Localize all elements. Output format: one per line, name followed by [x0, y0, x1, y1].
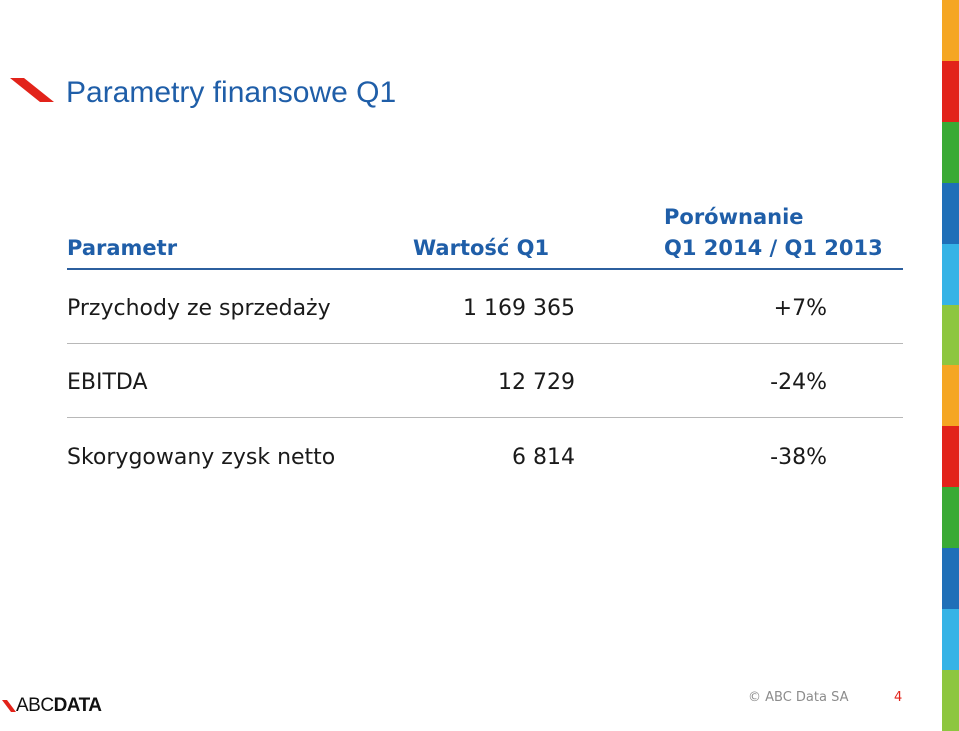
stripe-segment: [942, 669, 959, 731]
abcdata-logo: ABCDATA: [2, 695, 114, 717]
logo-chevron-icon: [2, 700, 16, 712]
row-comparison: -24%: [770, 370, 827, 395]
header-divider: [67, 268, 903, 270]
logo-text-abc: ABC: [16, 695, 54, 716]
stripe-segment: [942, 365, 959, 427]
stripe-segment: [942, 60, 959, 122]
header-parameter: Parametr: [67, 236, 178, 260]
stripe-segment: [942, 609, 959, 670]
slide-title: Parametry finansowe Q1: [66, 76, 397, 109]
row-name: Przychody ze sprzedaży: [67, 296, 331, 321]
brand-chevron-icon: [10, 78, 54, 102]
copyright-notice: © ABC Data SA: [748, 690, 849, 705]
page-number: 4: [894, 690, 903, 705]
row-value: 1 169 365: [463, 296, 575, 321]
row-value: 12 729: [498, 370, 575, 395]
row-divider: [67, 417, 903, 418]
row-comparison: +7%: [773, 296, 827, 321]
stripe-segment: [942, 487, 959, 549]
header-comparison-title: Porównanie: [664, 205, 804, 229]
stripe-segment: [942, 121, 959, 183]
stripe-segment: [942, 243, 959, 305]
row-name: Skorygowany zysk netto: [67, 445, 336, 470]
logo-text-data: DATA: [53, 695, 102, 716]
stripe-segment: [942, 548, 959, 610]
stripe-segment: [942, 0, 959, 61]
header-comparison-period: Q1 2014 / Q1 2013: [664, 236, 883, 260]
row-value: 6 814: [512, 445, 575, 470]
row-divider: [67, 343, 903, 344]
header-value-q1: Wartość Q1: [413, 236, 550, 260]
stripe-segment: [942, 426, 959, 488]
stripe-segment: [942, 182, 959, 244]
side-color-stripe: [942, 0, 959, 731]
row-name: EBITDA: [67, 370, 148, 395]
stripe-segment: [942, 304, 959, 366]
row-comparison: -38%: [770, 445, 827, 470]
